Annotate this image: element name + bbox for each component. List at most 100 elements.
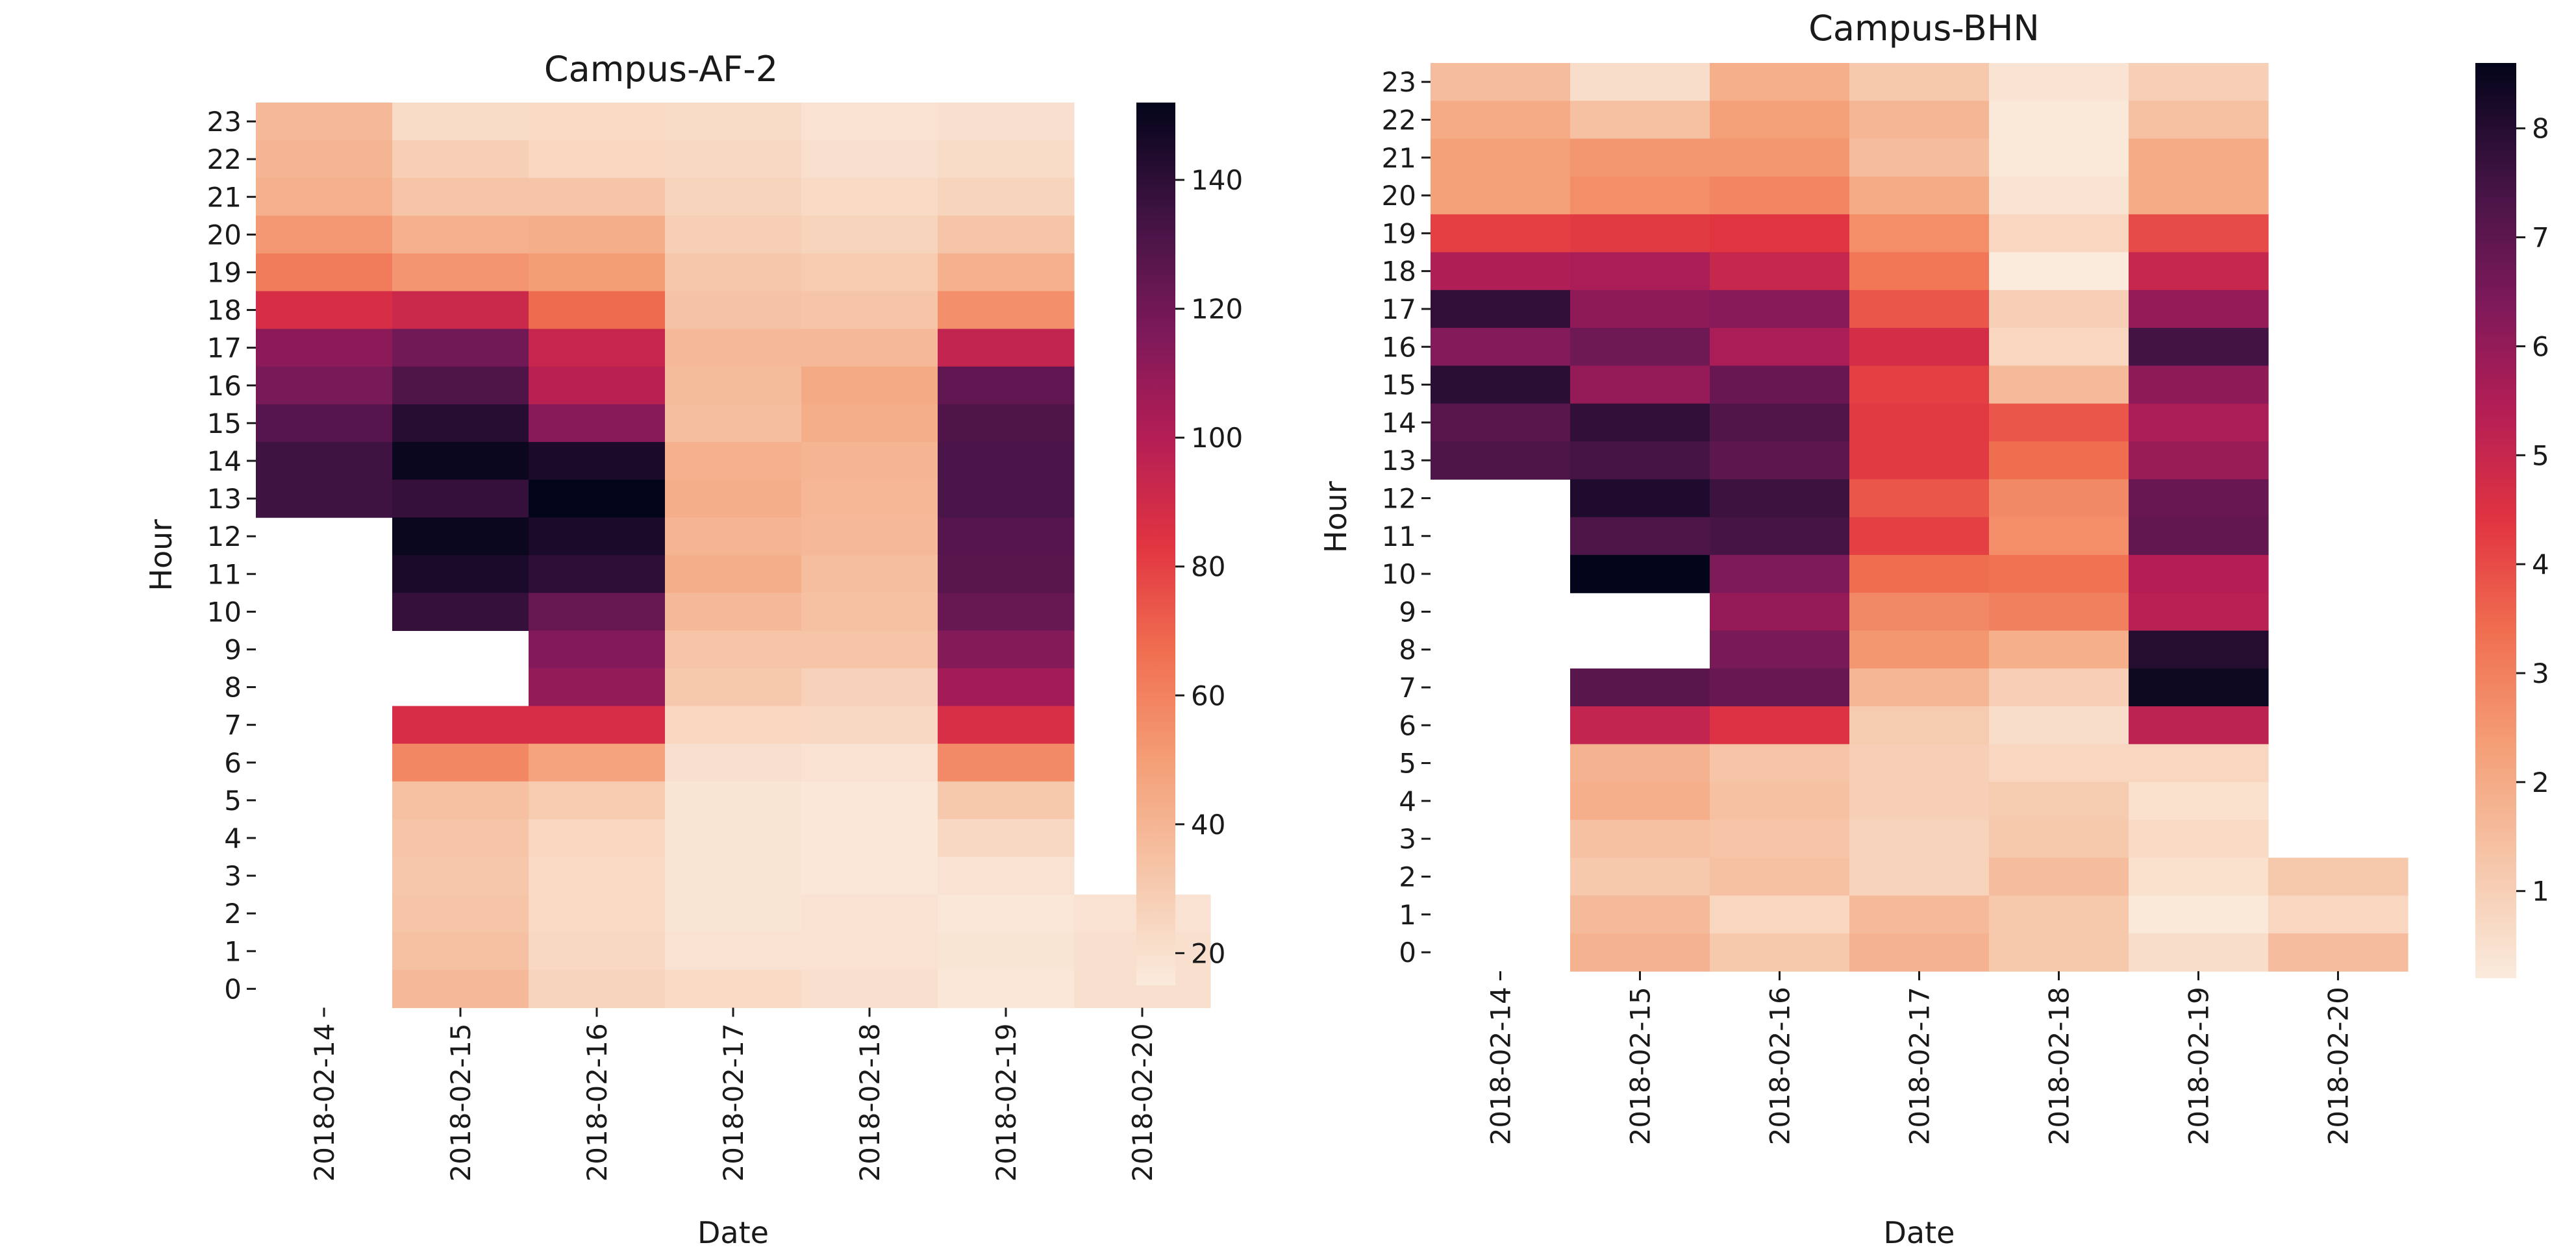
heatmap-cell	[1710, 668, 1850, 707]
heatmap-cell	[665, 253, 802, 292]
heatmap-cell	[2129, 63, 2269, 101]
y-tick-label: 7	[1399, 672, 1416, 704]
heatmap-cell	[1849, 328, 1990, 366]
colorbar-tick-label: 80	[1191, 551, 1225, 583]
heatmap-panel-2: Campus-BHN232221201918171615141312111098…	[1318, 8, 2549, 1250]
heatmap-cell	[801, 970, 938, 1008]
heatmap-cell	[529, 630, 666, 669]
colorbar-tick-label: 8	[2532, 113, 2549, 145]
heatmap-cell	[801, 555, 938, 593]
heatmap-cell	[1849, 554, 1990, 593]
colorbar-tick-label: 6	[2532, 330, 2549, 362]
heatmap-cell	[801, 932, 938, 970]
heatmap-cell	[938, 480, 1075, 518]
heatmap-cell	[392, 593, 529, 631]
heatmap-cell	[1710, 554, 1850, 593]
heatmap-cell	[256, 253, 393, 292]
colorbar-tick-label: 3	[2532, 658, 2549, 689]
heatmap-cell	[1570, 820, 1710, 858]
heatmap-cell	[665, 216, 802, 254]
heatmap-cell	[1989, 554, 2129, 593]
heatmap-cell	[938, 441, 1075, 480]
colorbar-tick-label: 5	[2532, 439, 2549, 471]
heatmap-cell	[256, 366, 393, 405]
x-tick-label: 2018-02-19	[990, 1023, 1022, 1181]
heatmap-cell	[938, 819, 1075, 857]
heatmap-cell	[1710, 214, 1850, 253]
heatmap-cell	[2129, 630, 2269, 669]
heatmap-cell	[1849, 252, 1990, 291]
y-tick-label: 5	[224, 785, 242, 817]
heatmap-cell	[1849, 668, 1990, 707]
heatmap-cell	[1570, 328, 1710, 366]
heatmap-cell	[801, 743, 938, 782]
heatmap-cell	[665, 668, 802, 707]
heatmap-cell	[665, 291, 802, 330]
colorbar-tick-label: 100	[1191, 422, 1243, 454]
heatmap-cell	[938, 178, 1075, 216]
heatmap-cell	[801, 517, 938, 556]
heatmap-cell	[2129, 593, 2269, 632]
heatmap-cell	[1431, 63, 1571, 101]
x-tick-label: 2018-02-16	[581, 1023, 613, 1181]
heatmap-cell	[1989, 403, 2129, 442]
y-tick-label: 5	[1399, 748, 1416, 780]
heatmap-cell	[529, 932, 666, 970]
y-tick-label: 12	[207, 521, 242, 552]
y-tick-label: 19	[1382, 217, 1416, 249]
heatmap-cell	[2129, 138, 2269, 177]
y-tick-label: 17	[1382, 293, 1416, 325]
y-tick-label: 3	[224, 860, 242, 892]
heatmap-cell	[1849, 403, 1990, 442]
heatmap-cell	[1570, 554, 1710, 593]
heatmap-cell	[1849, 365, 1990, 404]
heatmap-cell	[392, 441, 529, 480]
x-tick-label: 2018-02-16	[1764, 987, 1796, 1145]
heatmap-cell	[938, 291, 1075, 330]
heatmap-cell	[1849, 63, 1990, 101]
heatmap-cell	[938, 366, 1075, 405]
heatmap-cell	[256, 328, 393, 367]
heatmap-cell	[1989, 252, 2129, 291]
heatmap-cell	[665, 441, 802, 480]
heatmap-cell	[392, 819, 529, 857]
heatmap-cell	[1710, 782, 1850, 820]
heatmap-cell	[665, 555, 802, 593]
heatmap-cell	[1570, 252, 1710, 291]
heatmap-cell	[256, 103, 393, 141]
heatmap-cell	[801, 366, 938, 405]
heatmap-cell	[2129, 782, 2269, 820]
heatmap-cell	[938, 328, 1075, 367]
heatmap-cell	[1710, 517, 1850, 556]
heatmap-cell	[938, 140, 1075, 179]
y-tick-label: 4	[1399, 785, 1416, 817]
heatmap-cell	[1710, 706, 1850, 745]
heatmap-cell	[2268, 895, 2408, 934]
y-tick-label: 6	[1399, 709, 1416, 741]
x-tick-label: 2018-02-14	[1485, 987, 1517, 1145]
x-tick-label: 2018-02-15	[1625, 987, 1657, 1145]
heatmap-cell	[665, 819, 802, 857]
heatmap-cell	[1431, 252, 1571, 291]
heatmap-cell	[2129, 857, 2269, 896]
heatmap-cell	[1849, 214, 1990, 253]
heatmap-cell	[1570, 63, 1710, 101]
heatmap-cell	[1431, 214, 1571, 253]
heatmap-cell	[1710, 290, 1850, 328]
heatmap-cell	[529, 593, 666, 631]
heatmap-cell	[1570, 706, 1710, 745]
heatmap-cell	[1710, 252, 1850, 291]
y-tick-label: 0	[1399, 937, 1416, 968]
heatmap-cell	[529, 480, 666, 518]
colorbar-tick-label: 140	[1191, 164, 1243, 196]
heatmap-cell	[1989, 933, 2129, 972]
heatmap-cell	[1710, 403, 1850, 442]
y-tick-label: 9	[1399, 596, 1416, 628]
heatmap-cell	[1849, 593, 1990, 632]
colorbar	[1136, 103, 1175, 985]
heatmap-cell	[1431, 365, 1571, 404]
heatmap-cell	[529, 216, 666, 254]
heatmap-cell	[2129, 290, 2269, 328]
x-tick-label: 2018-02-19	[2183, 987, 2215, 1145]
x-axis-label: Date	[1884, 1215, 1955, 1250]
